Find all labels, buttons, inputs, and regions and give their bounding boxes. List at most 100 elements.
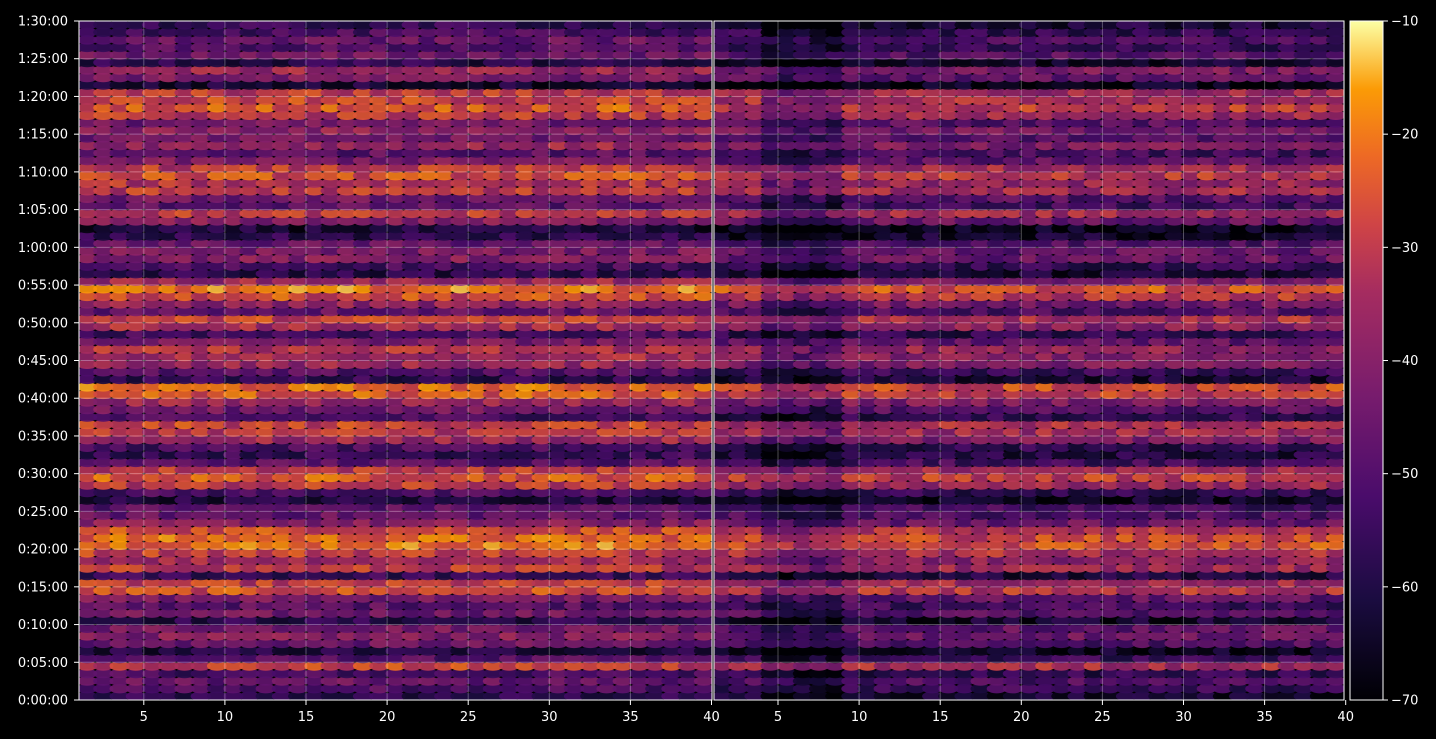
heatmap-cell xyxy=(1325,638,1344,649)
heatmap-cell xyxy=(645,231,666,241)
heatmap-panel-right xyxy=(714,21,1344,700)
heatmap-cell xyxy=(563,412,585,422)
heatmap-cell xyxy=(954,691,975,700)
heatmap-cell xyxy=(434,427,455,437)
heatmap-cell xyxy=(596,231,617,241)
heatmap-cell xyxy=(141,253,163,264)
heatmap-cell xyxy=(1083,495,1104,505)
heatmap-cell xyxy=(1051,457,1072,468)
heatmap-cell xyxy=(255,246,276,256)
heatmap-cell xyxy=(255,133,276,143)
heatmap-cell xyxy=(223,110,244,121)
heatmap-cell xyxy=(109,299,130,309)
heatmap-cell xyxy=(369,616,390,626)
heatmap-cell xyxy=(628,533,650,543)
heatmap-cell xyxy=(417,676,439,686)
heatmap-cell xyxy=(986,601,1007,611)
heatmap-cell xyxy=(320,616,341,626)
heatmap-cell xyxy=(385,178,406,188)
heatmap-cell xyxy=(693,518,712,528)
heatmap-cell xyxy=(596,171,617,181)
heatmap-cell xyxy=(661,329,682,339)
heatmap-cell xyxy=(336,578,357,588)
heatmap-cell xyxy=(645,525,666,535)
heatmap-cell xyxy=(190,201,211,211)
heatmap-cell xyxy=(1132,601,1153,611)
heatmap-cell xyxy=(954,419,975,430)
heatmap-cell xyxy=(744,593,765,603)
heatmap-cell xyxy=(271,329,292,339)
heatmap-cell xyxy=(385,57,406,68)
heatmap-cell xyxy=(158,57,179,68)
heatmap-cell xyxy=(1293,480,1314,490)
heatmap-cell xyxy=(1180,646,1201,656)
heatmap-cell xyxy=(320,435,341,445)
heatmap-cell xyxy=(93,246,114,256)
heatmap-cell xyxy=(1083,457,1104,468)
heatmap-cell xyxy=(482,284,503,294)
heatmap-cell xyxy=(1099,540,1120,550)
heatmap-cell xyxy=(158,171,179,181)
heatmap-cell xyxy=(109,389,130,400)
heatmap-cell xyxy=(320,95,341,105)
heatmap-cell xyxy=(922,601,943,611)
heatmap-cell xyxy=(450,548,471,558)
heatmap-cell xyxy=(352,668,374,679)
heatmap-cell xyxy=(369,329,390,339)
heatmap-cell xyxy=(889,457,910,468)
heatmap-cell xyxy=(271,359,292,369)
heatmap-cell xyxy=(922,435,943,445)
heatmap-cell xyxy=(628,450,650,460)
heatmap-cell xyxy=(841,646,862,656)
heatmap-cell xyxy=(954,465,975,475)
heatmap-cell xyxy=(109,661,130,671)
heatmap-cell xyxy=(369,238,390,249)
heatmap-cell xyxy=(288,389,309,400)
heatmap-cell xyxy=(336,374,357,385)
heatmap-cell xyxy=(174,284,195,294)
heatmap-cell xyxy=(1035,570,1056,581)
heatmap-cell xyxy=(677,231,698,241)
heatmap-cell xyxy=(79,676,98,686)
heatmap-cell xyxy=(1083,480,1104,490)
heatmap-cell xyxy=(288,336,309,347)
heatmap-cell xyxy=(336,42,357,53)
heatmap-cell xyxy=(1261,480,1282,490)
heatmap-cell xyxy=(158,193,179,203)
heatmap-cell xyxy=(223,50,244,60)
heatmap-cell xyxy=(1083,510,1104,520)
heatmap-cell xyxy=(970,616,991,626)
heatmap-cell xyxy=(714,502,733,513)
heatmap-cell xyxy=(385,563,406,573)
heatmap-cell xyxy=(369,223,390,234)
heatmap-cell xyxy=(223,631,244,641)
heatmap-cell xyxy=(304,623,325,633)
heatmap-cell xyxy=(239,178,260,188)
heatmap-cell xyxy=(1164,601,1185,611)
heatmap-cell xyxy=(1002,623,1023,633)
heatmap-cell xyxy=(1132,442,1153,452)
heatmap-cell xyxy=(141,359,163,369)
heatmap-cell xyxy=(515,623,536,633)
heatmap-cell xyxy=(369,42,390,53)
heatmap-cell xyxy=(1164,548,1185,558)
heatmap-cell xyxy=(645,631,666,641)
heatmap-cell xyxy=(922,442,943,452)
heatmap-cell xyxy=(304,668,325,679)
heatmap-cell xyxy=(499,163,520,173)
heatmap-cell xyxy=(109,374,130,385)
heatmap-cell xyxy=(141,178,163,188)
heatmap-cell xyxy=(206,397,228,407)
heatmap-cell xyxy=(1099,472,1120,483)
heatmap-cell xyxy=(482,593,503,603)
heatmap-cell xyxy=(158,178,179,188)
heatmap-cell xyxy=(93,314,114,324)
heatmap-cell xyxy=(401,374,422,385)
heatmap-cell xyxy=(271,50,292,60)
heatmap-cell xyxy=(93,27,114,37)
heatmap-cell xyxy=(760,623,781,633)
heatmap-cell xyxy=(628,646,650,656)
heatmap-cell xyxy=(206,389,228,400)
heatmap-cell xyxy=(873,623,894,633)
heatmap-cell xyxy=(693,178,712,188)
